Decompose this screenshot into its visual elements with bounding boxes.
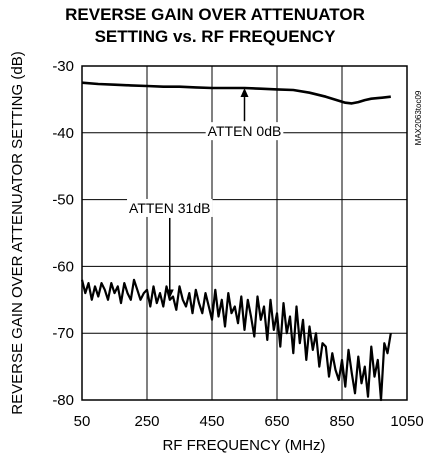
annotation-label: ATTEN 31dB (129, 200, 210, 216)
annotation-bg (205, 122, 284, 141)
x-tick-label: 250 (134, 413, 159, 430)
annotation-label: ATTEN 0dB (208, 123, 282, 139)
y-tick-labels: -30 -40 -50 -60 -70 -80 (52, 58, 74, 409)
x-axis-label: RF FREQUENCY (MHz) (162, 437, 325, 454)
x-tick-label: 50 (74, 413, 91, 430)
y-tick-label: -70 (52, 325, 74, 342)
watermark-code: MAX2063toc09 (414, 90, 423, 145)
x-tick-label: 1050 (390, 413, 423, 430)
y-axis-label: REVERSE GAIN OVER ATTENUATOR SETTING (dB… (9, 51, 26, 414)
y-tick-label: -30 (52, 58, 74, 75)
series-line-atten-31db (80, 278, 392, 402)
annotation-arrow-head (240, 88, 249, 98)
x-tick-label: 850 (329, 413, 354, 430)
series-layer (80, 81, 392, 402)
annotation-bg (127, 198, 213, 217)
annotation-layer: ATTEN 0dB ATTEN 31dB (127, 88, 284, 299)
series-line-atten-0db (81, 81, 391, 105)
x-tick-labels: 50 250 450 650 850 1050 (74, 413, 424, 430)
x-tick-label: 450 (199, 413, 224, 430)
annotation-arrow-head (165, 289, 174, 299)
x-tick-label: 650 (264, 413, 289, 430)
y-tick-label: -50 (52, 192, 74, 209)
chart-title-line2: SETTING vs. RF FREQUENCY (95, 27, 337, 46)
plot-frame (81, 65, 408, 401)
y-tick-label: -80 (52, 392, 74, 409)
y-tick-label: -40 (52, 125, 74, 142)
chart-title-line1: REVERSE GAIN OVER ATTENUATOR (65, 5, 365, 24)
y-tick-label: -60 (52, 258, 74, 275)
